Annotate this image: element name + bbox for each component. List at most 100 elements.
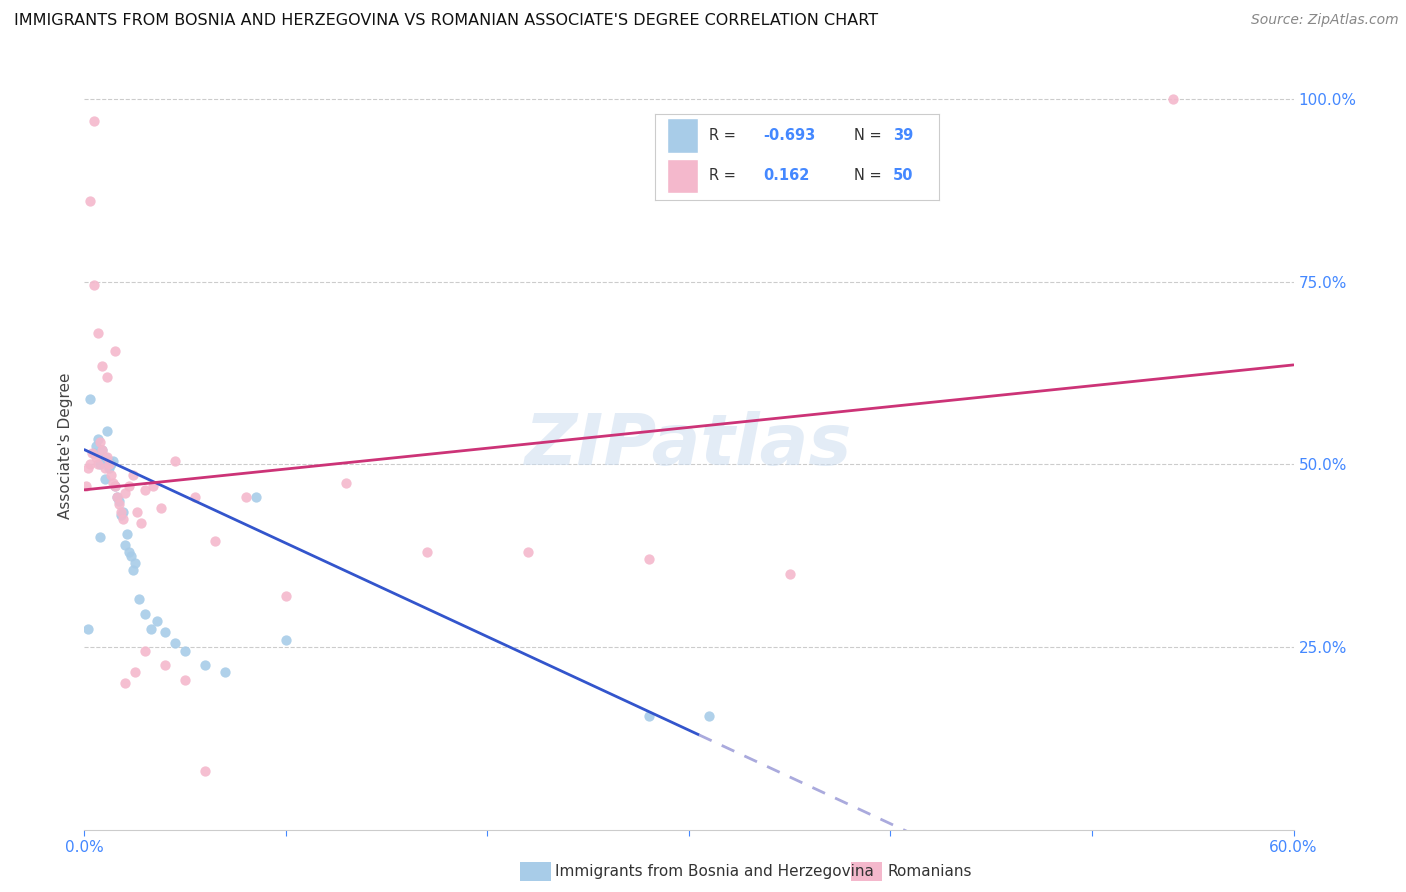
Point [111, 505, 134, 519]
Point [697, 709, 720, 723]
Point [121, 563, 143, 577]
Point [134, 607, 156, 621]
Point [121, 468, 143, 483]
Point [93, 450, 115, 464]
Y-axis label: Associate's Degree: Associate's Degree [58, 373, 73, 519]
Point [125, 505, 148, 519]
Point [274, 632, 297, 647]
Point [75, 479, 97, 493]
Point [114, 676, 136, 690]
Point [87, 326, 110, 340]
Point [93, 461, 115, 475]
Point [174, 643, 197, 657]
Point [114, 486, 136, 500]
Point [134, 483, 156, 497]
Point [194, 764, 217, 778]
Point [100, 457, 122, 471]
Point [96, 425, 118, 439]
Text: Source: ZipAtlas.com: Source: ZipAtlas.com [1251, 13, 1399, 28]
Point [184, 490, 207, 504]
Text: Romanians: Romanians [887, 864, 972, 879]
Point [416, 545, 439, 559]
Point [91, 442, 114, 457]
Point [129, 516, 152, 530]
Point [83, 278, 105, 293]
Point [335, 475, 357, 490]
Point [118, 545, 141, 559]
Point [204, 533, 226, 548]
Point [83, 446, 105, 460]
Point [194, 658, 217, 673]
Point [245, 490, 267, 504]
Text: -0.693: -0.693 [763, 128, 815, 143]
Point [96, 369, 118, 384]
Point [87, 457, 110, 471]
Point [104, 479, 127, 493]
Point [86, 439, 108, 453]
Point [89, 530, 111, 544]
Point [91, 359, 114, 373]
Point [105, 490, 128, 504]
Point [83, 114, 105, 128]
Point [214, 665, 236, 680]
Point [139, 622, 162, 636]
Point [115, 526, 138, 541]
Point [153, 658, 176, 673]
Point [165, 636, 187, 650]
Point [114, 538, 136, 552]
Point [100, 468, 122, 483]
Point [134, 643, 156, 657]
Point [87, 432, 110, 446]
Point [110, 505, 132, 519]
Text: R =: R = [709, 128, 741, 143]
Point [111, 512, 134, 526]
Point [77, 461, 100, 475]
Point [779, 566, 801, 581]
Point [174, 673, 197, 687]
Point [274, 589, 297, 603]
Point [235, 490, 257, 504]
Point [105, 490, 128, 504]
Text: 39: 39 [893, 128, 914, 143]
Point [97, 453, 120, 467]
Point [97, 461, 120, 475]
Point [124, 665, 146, 680]
Text: 0.162: 0.162 [763, 169, 810, 183]
Point [516, 545, 538, 559]
Point [79, 392, 101, 406]
Point [104, 344, 127, 359]
Point [101, 453, 124, 467]
Point [89, 435, 111, 450]
Point [91, 442, 114, 457]
Point [79, 194, 101, 209]
Point [110, 508, 132, 523]
Point [104, 479, 127, 493]
Point [97, 457, 120, 471]
Point [165, 453, 187, 467]
Point [93, 472, 115, 486]
Text: Immigrants from Bosnia and Herzegovina: Immigrants from Bosnia and Herzegovina [555, 864, 875, 879]
Point [96, 450, 118, 464]
Point [86, 450, 108, 464]
Point [142, 479, 165, 493]
Point [149, 501, 172, 516]
Text: ZIPatlas: ZIPatlas [526, 411, 852, 481]
Point [153, 625, 176, 640]
Point [120, 549, 142, 563]
Point [101, 475, 124, 490]
Point [124, 556, 146, 570]
Bar [666, 159, 697, 193]
Point [77, 622, 100, 636]
Bar [666, 119, 697, 153]
Point [89, 457, 111, 471]
Text: IMMIGRANTS FROM BOSNIA AND HERZEGOVINA VS ROMANIAN ASSOCIATE'S DEGREE CORRELATIO: IMMIGRANTS FROM BOSNIA AND HERZEGOVINA V… [14, 13, 879, 29]
Point [637, 709, 659, 723]
Point [146, 615, 169, 629]
Point [107, 493, 129, 508]
Point [118, 479, 141, 493]
Point [79, 457, 101, 471]
Text: N =: N = [853, 169, 886, 183]
Point [637, 552, 659, 566]
Point [107, 498, 129, 512]
Point [128, 592, 150, 607]
